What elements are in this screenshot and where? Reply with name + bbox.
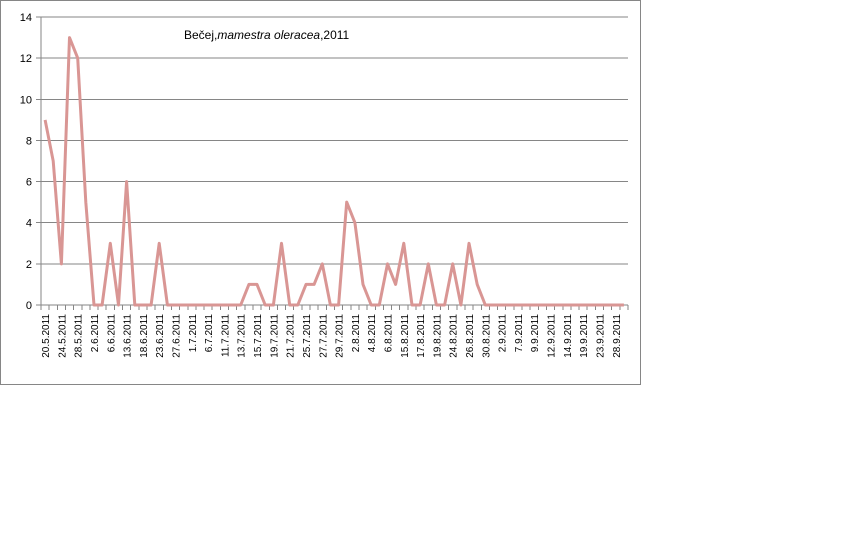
chart-frame: 0 2 4 6 8 10 12 14 20.5.2011 24.5.2011 28.5.2011 2… <box>0 0 641 385</box>
x-tick-label: 2.9.2011 <box>498 314 509 353</box>
x-tick-label: 23.9.2011 <box>595 314 606 358</box>
y-tick-label: 2 <box>26 259 32 271</box>
x-tick-label: 1.7.2011 <box>188 314 199 353</box>
series-line <box>43 36 624 307</box>
x-tick-label: 30.8.2011 <box>481 314 492 358</box>
y-tick-label: 0 <box>26 300 32 312</box>
x-tick-label: 28.9.2011 <box>612 314 623 358</box>
x-tick-label: 26.8.2011 <box>465 314 476 358</box>
y-tick-label: 6 <box>26 177 32 189</box>
x-tick-label: 14.9.2011 <box>563 314 574 358</box>
chart-title-prefix: Bečej, <box>184 28 217 42</box>
y-tick-label: 12 <box>20 53 32 65</box>
x-tick-label: 27.7.2011 <box>318 314 329 358</box>
x-tick-label: 28.5.2011 <box>74 314 85 358</box>
x-tick-label: 2.8.2011 <box>351 314 362 353</box>
x-tick-label: 19.7.2011 <box>269 314 280 358</box>
y-tick-label: 8 <box>26 135 32 147</box>
series-layer <box>43 36 624 307</box>
x-tick-label: 15.7.2011 <box>253 314 264 358</box>
x-tick-label: 15.8.2011 <box>400 314 411 358</box>
x-tick-label: 19.9.2011 <box>579 314 590 358</box>
x-tick-label: 19.8.2011 <box>432 314 443 358</box>
x-tick-label: 29.7.2011 <box>335 314 346 358</box>
chart-title-year: ,2011 <box>320 28 349 42</box>
y-tick-label: 10 <box>20 94 32 106</box>
x-tick-label: 13.7.2011 <box>237 314 248 358</box>
x-tick-label: 24.8.2011 <box>449 314 460 358</box>
x-tick-label: 13.6.2011 <box>123 314 134 358</box>
gridlines <box>40 16 628 306</box>
x-tick-label: 6.6.2011 <box>106 314 117 353</box>
y-tick-label: 14 <box>20 12 32 24</box>
x-tick-label: 6.7.2011 <box>204 314 215 353</box>
x-tick-label: 21.7.2011 <box>286 314 297 358</box>
x-tick-label: 11.7.2011 <box>220 314 231 357</box>
y-axis-ticks: 0 2 4 6 8 10 12 14 <box>20 12 41 312</box>
x-tick-label: 25.7.2011 <box>302 314 313 358</box>
x-tick-label: 7.9.2011 <box>514 314 525 353</box>
y-tick-label: 4 <box>26 218 32 230</box>
x-tick-label: 9.9.2011 <box>530 314 541 353</box>
x-tick-label: 17.8.2011 <box>416 314 427 358</box>
x-tick-label: 24.5.2011 <box>57 314 68 358</box>
x-axis-ticks: 20.5.2011 24.5.2011 28.5.2011 2.6.2011 6.6.2… <box>40 305 629 358</box>
x-tick-label: 18.6.2011 <box>139 314 150 358</box>
x-tick-label: 27.6.2011 <box>172 314 183 358</box>
x-tick-label: 23.6.2011 <box>155 314 166 358</box>
x-tick-label: 4.8.2011 <box>367 314 378 353</box>
x-tick-label: 20.5.2011 <box>41 314 52 358</box>
chart-title-species: mamestra oleracea <box>217 28 320 42</box>
x-tick-label: 6.8.2011 <box>383 314 394 353</box>
chart-title: Bečej,mamestra oleracea,2011 <box>184 28 350 42</box>
x-tick-label: 2.6.2011 <box>90 314 101 353</box>
x-tick-label: 12.9.2011 <box>547 314 558 358</box>
